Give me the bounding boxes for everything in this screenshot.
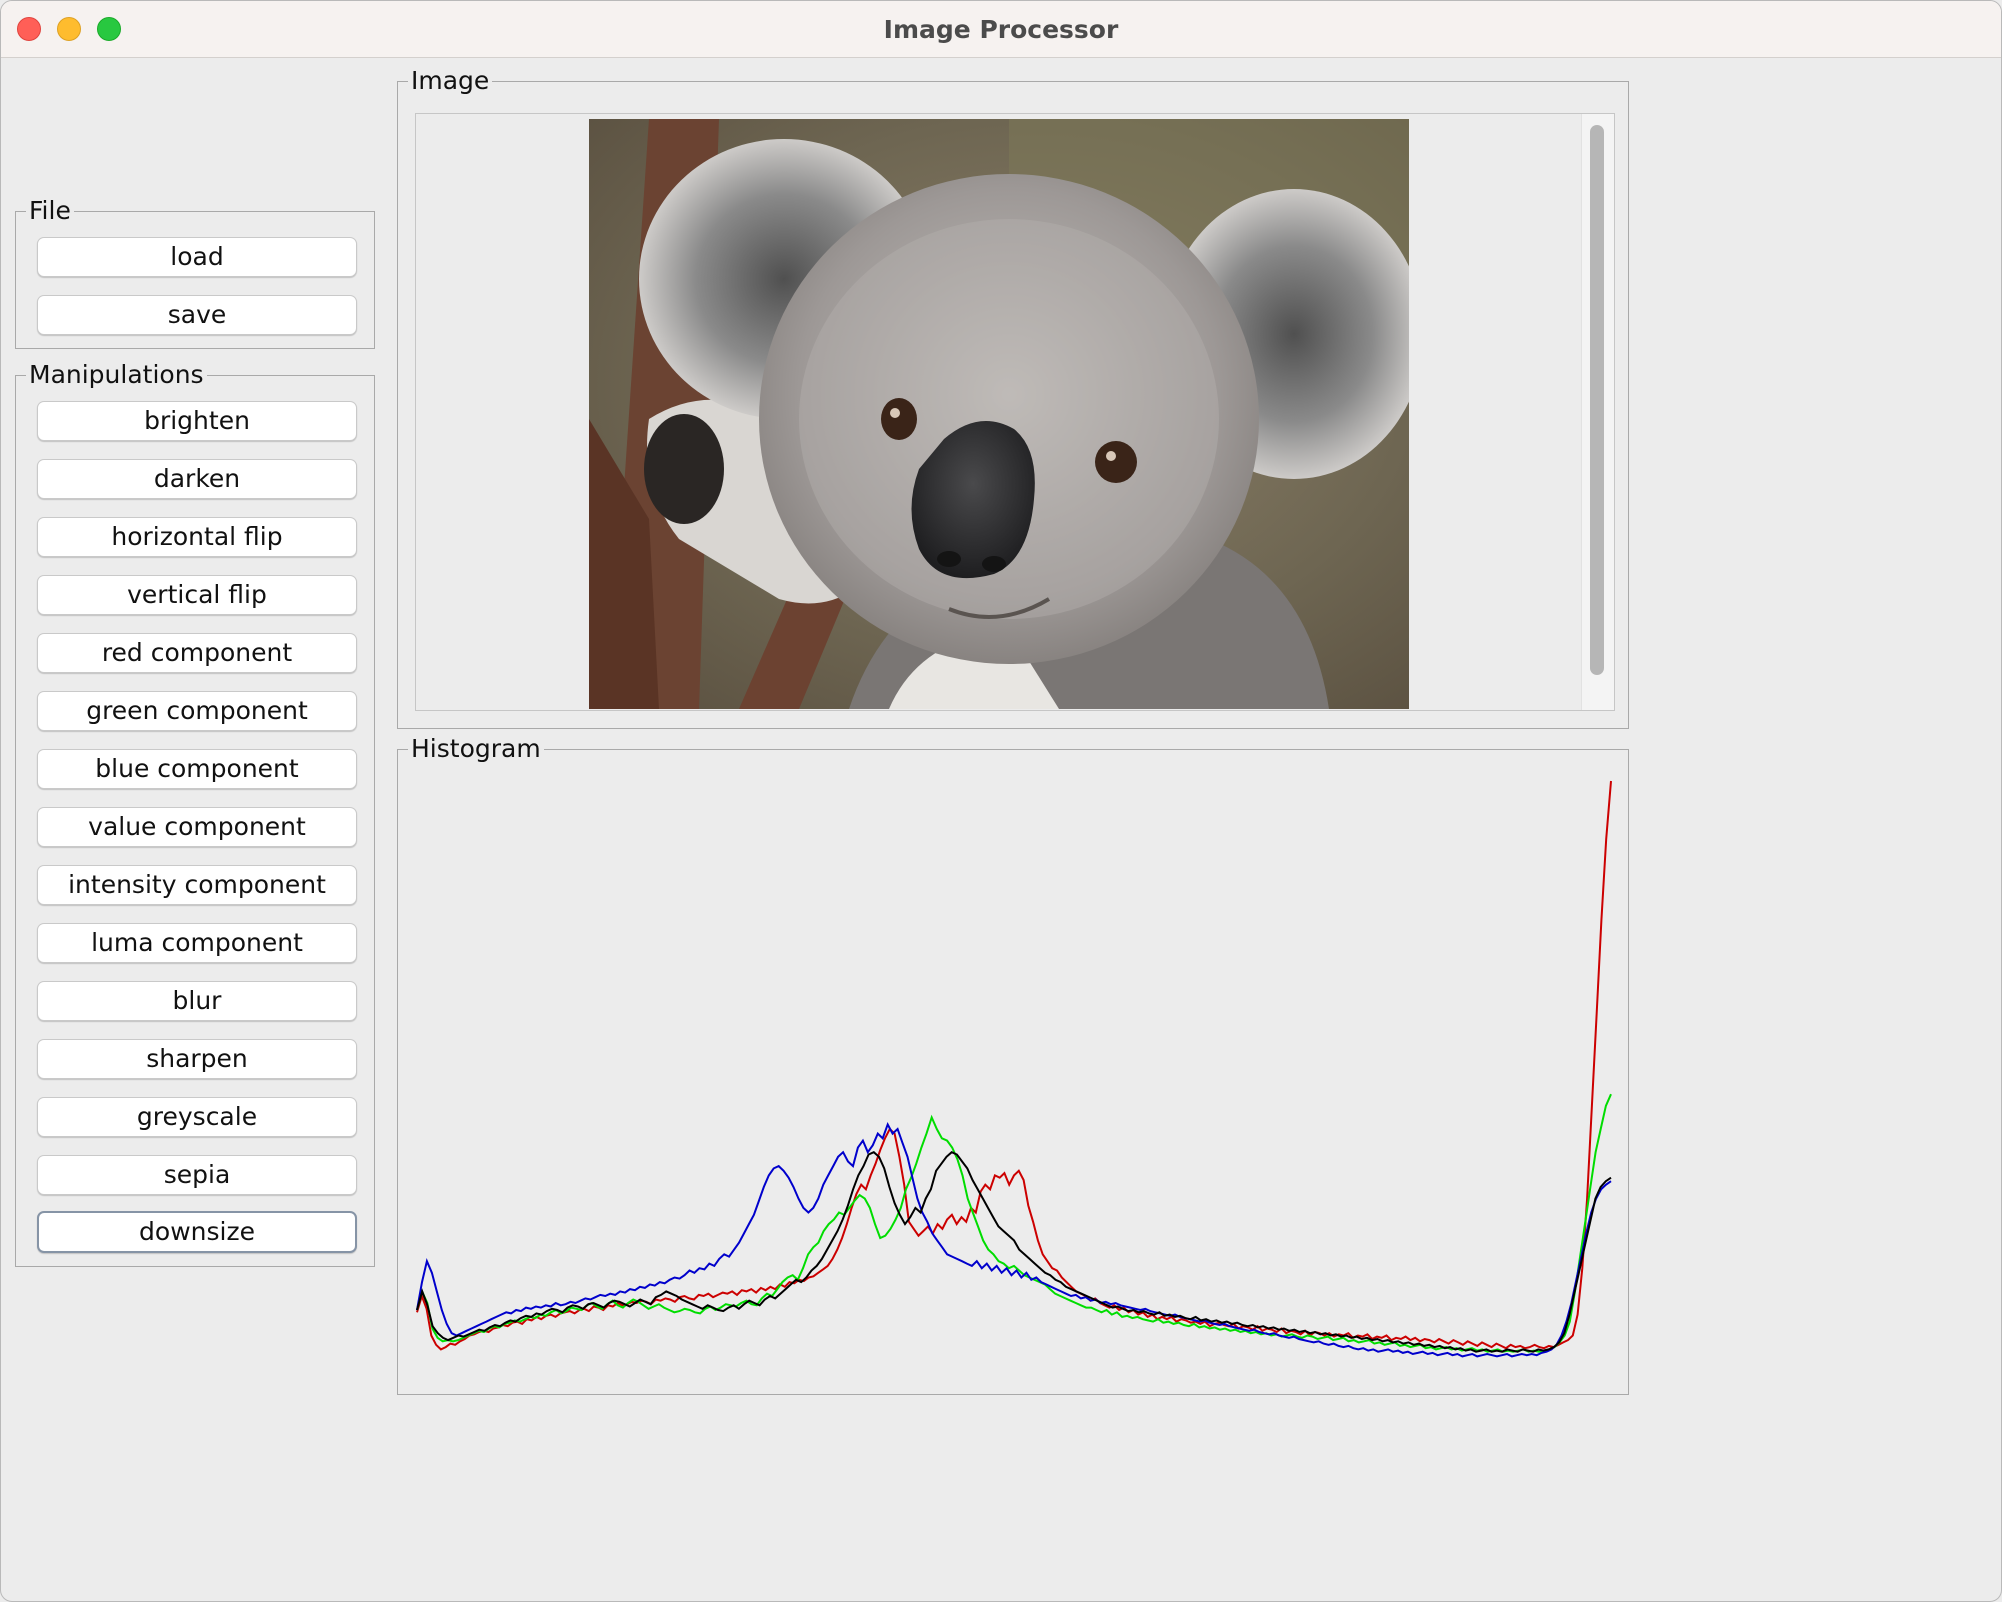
histogram-series-2 (416, 1121, 1612, 1358)
sharpen-button[interactable]: sharpen (37, 1039, 357, 1079)
file-group-title: File (29, 196, 71, 225)
file-group: File (15, 197, 375, 349)
close-window-button[interactable] (17, 17, 41, 41)
save-button[interactable]: save (37, 295, 357, 335)
image-panel-title: Image (411, 66, 490, 95)
histogram-panel: Histogram (397, 735, 1629, 1395)
greyscale-button[interactable]: greyscale (37, 1097, 357, 1137)
zoom-window-button[interactable] (97, 17, 121, 41)
intensity-component-button[interactable]: intensity component (37, 865, 357, 905)
window-title: Image Processor (883, 15, 1119, 44)
luma-component-button[interactable]: luma component (37, 923, 357, 963)
manipulations-group-title: Manipulations (29, 360, 204, 389)
load-button[interactable]: load (37, 237, 357, 277)
value-component-button[interactable]: value component (37, 807, 357, 847)
koala-image-graphic (589, 119, 1409, 709)
histogram-series-0 (416, 780, 1612, 1351)
horizontal-flip-button[interactable]: horizontal flip (37, 517, 357, 557)
vertical-flip-button[interactable]: vertical flip (37, 575, 357, 615)
green-component-button[interactable]: green component (37, 691, 357, 731)
red-component-button[interactable]: red component (37, 633, 357, 673)
title-bar: Image Processor (1, 1, 2001, 58)
blur-button[interactable]: blur (37, 981, 357, 1021)
darken-button[interactable]: darken (37, 459, 357, 499)
minimize-window-button[interactable] (57, 17, 81, 41)
blue-component-button[interactable]: blue component (37, 749, 357, 789)
koala-image (589, 119, 1409, 709)
histogram-series-1 (416, 1093, 1612, 1353)
brighten-button[interactable]: brighten (37, 401, 357, 441)
downsize-button[interactable]: downsize (37, 1211, 357, 1253)
histogram-series-3 (416, 1151, 1612, 1353)
sepia-button[interactable]: sepia (37, 1155, 357, 1195)
image-scrollbar-thumb[interactable] (1590, 125, 1604, 675)
histogram-panel-title: Histogram (411, 734, 541, 763)
manipulations-group: Manipulations (15, 361, 375, 1267)
image-panel: Image (397, 67, 1629, 729)
histogram-chart (416, 780, 1612, 1358)
